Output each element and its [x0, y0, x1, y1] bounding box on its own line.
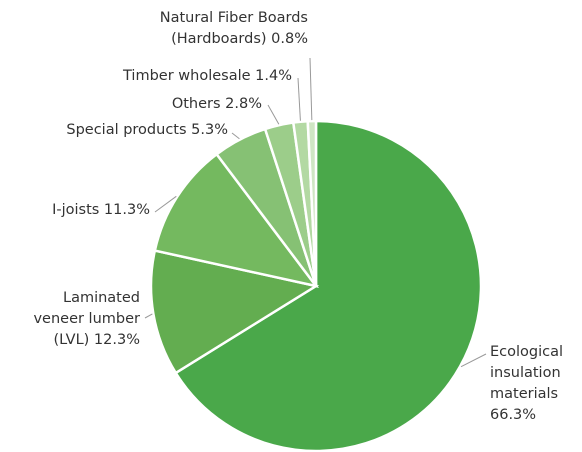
slice-label: Laminated veneer lumber (LVL) 12.3% — [10, 288, 140, 351]
category-label: Ecological insulation materials — [490, 344, 564, 402]
category-label: I-joists — [52, 202, 100, 218]
value-label: 5.3% — [191, 122, 228, 138]
slice-label: Ecological insulation materials 66.3% — [490, 342, 578, 426]
leader-line — [154, 195, 177, 213]
leader-line — [460, 353, 487, 368]
slice-label: I-joists 11.3% — [10, 200, 150, 221]
leader-line — [297, 77, 301, 121]
slice-label: Others 2.8% — [100, 94, 262, 115]
category-label: Special products — [66, 122, 187, 138]
slice-label: Natural Fiber Boards (Hardboards) 0.8% — [100, 8, 308, 50]
value-label: 1.4% — [255, 68, 292, 84]
category-label: Timber wholesale — [123, 68, 251, 84]
value-label: 0.8% — [271, 31, 308, 47]
leader-line — [309, 57, 313, 121]
pie-slice — [153, 152, 320, 288]
value-label: 12.3% — [93, 332, 140, 348]
leader-line — [144, 313, 153, 319]
leader-line — [267, 104, 280, 125]
slice-label: Special products 5.3% — [10, 120, 228, 141]
value-label: 2.8% — [225, 96, 262, 112]
value-label: 66.3% — [490, 407, 537, 423]
slice-label: Timber wholesale 1.4% — [60, 66, 292, 87]
category-label: Laminated veneer lumber (LVL) — [33, 290, 140, 348]
pie-slice — [174, 119, 483, 452]
pie-slice — [149, 249, 320, 375]
category-label: Others — [171, 96, 221, 112]
pie-slice — [306, 119, 318, 287]
category-label: Natural Fiber Boards (Hardboards) — [159, 10, 308, 47]
value-label: 11.3% — [103, 202, 150, 218]
leader-line — [231, 132, 240, 140]
